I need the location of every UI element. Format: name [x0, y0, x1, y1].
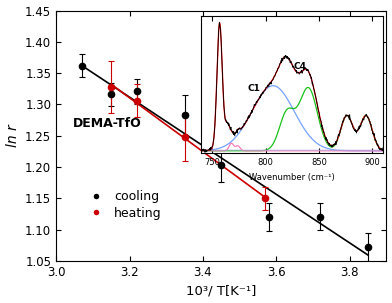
- Legend: cooling, heating: cooling, heating: [79, 185, 167, 225]
- Text: DEMA-TfO: DEMA-TfO: [73, 117, 142, 130]
- Y-axis label: ln r: ln r: [5, 125, 20, 147]
- X-axis label: 10³/ T[K⁻¹]: 10³/ T[K⁻¹]: [186, 285, 256, 298]
